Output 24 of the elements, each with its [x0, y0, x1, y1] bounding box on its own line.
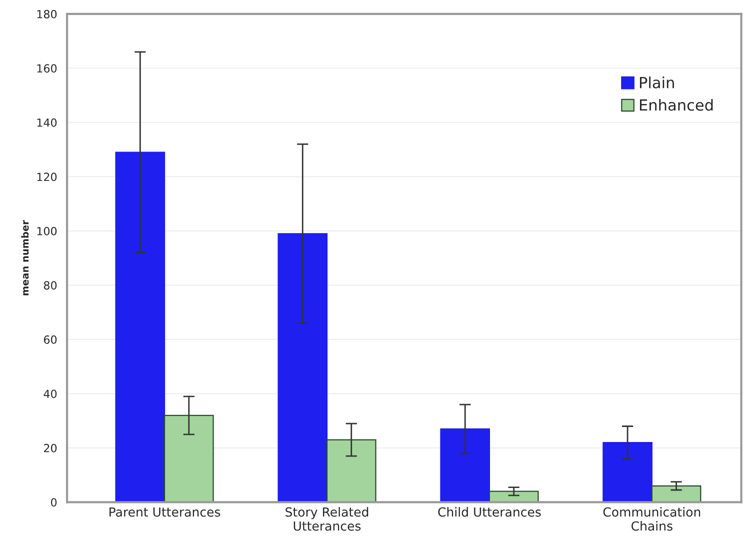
x-tick-label: Story Related Utterances [286, 507, 368, 531]
y-tick-label: 100 [37, 226, 57, 236]
y-tick-label: 140 [37, 118, 57, 127]
x-tick-label: Communication Chains [603, 507, 700, 531]
bar [602, 442, 652, 502]
y-tick-label: 60 [44, 335, 57, 344]
bar [164, 414, 214, 502]
y-tick-label: 40 [44, 390, 57, 398]
y-tick-label: 20 [44, 444, 57, 452]
x-tick-label: Child Utterances [438, 507, 541, 517]
bar [278, 233, 328, 502]
y-tick-label: 0 [50, 498, 57, 507]
y-tick-label: 80 [44, 281, 57, 290]
y-tick-label: 180 [37, 10, 57, 18]
bar [651, 485, 702, 502]
bar [115, 152, 166, 502]
bar [326, 439, 376, 502]
x-tick-label: Parent Utterances [110, 507, 220, 517]
y-tick-label: 160 [37, 64, 57, 73]
legend-label: Plain [640, 76, 674, 88]
y-axis-title: mean number [21, 220, 29, 296]
legend-label: Enhanced [640, 98, 713, 111]
y-tick-label: 120 [37, 172, 57, 182]
bar [440, 428, 490, 502]
